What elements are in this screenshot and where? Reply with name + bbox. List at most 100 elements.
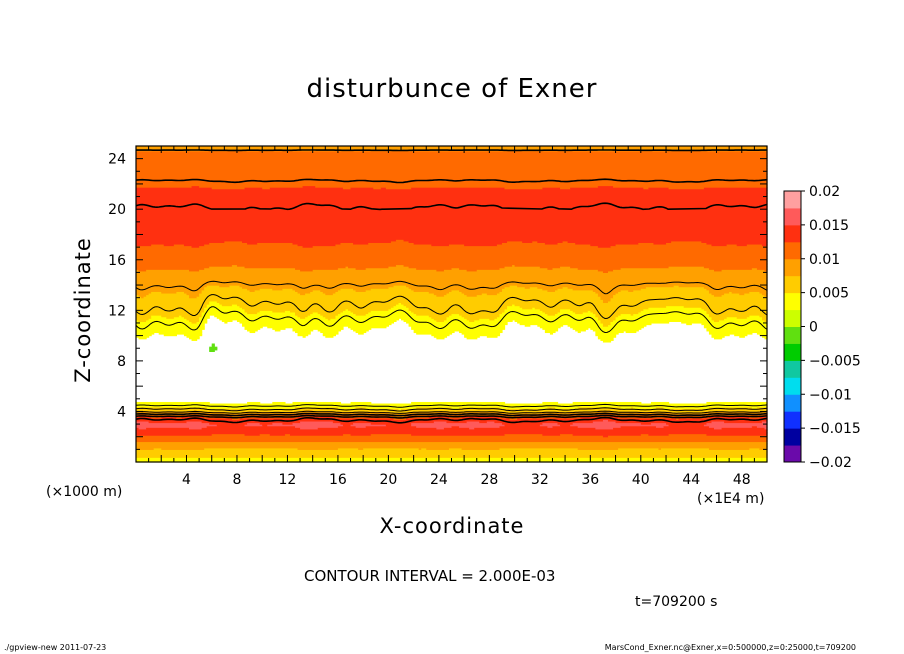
field-cell xyxy=(607,270,768,273)
field-cell xyxy=(595,315,619,318)
field-cell xyxy=(199,294,437,297)
field-cell xyxy=(380,187,387,190)
field-cell xyxy=(610,409,768,413)
field-cell xyxy=(297,315,309,318)
field-cell xyxy=(421,447,427,450)
field-cell xyxy=(136,194,768,198)
field-cell xyxy=(136,166,768,169)
field-cell xyxy=(181,315,203,318)
field-cell xyxy=(534,307,649,310)
field-cell xyxy=(436,294,445,297)
field-cell xyxy=(136,237,768,240)
field-cell xyxy=(595,332,619,335)
field-cell xyxy=(244,327,261,330)
field-cell xyxy=(668,433,708,436)
field-cell xyxy=(244,310,261,313)
field-cell xyxy=(607,300,768,304)
field-cell xyxy=(514,264,768,267)
field-cell xyxy=(136,182,768,185)
field-cell xyxy=(370,288,412,291)
field-cell xyxy=(638,242,655,245)
field-cell xyxy=(411,433,506,436)
field-cell xyxy=(136,281,768,285)
field-cell xyxy=(554,289,594,292)
field-cell xyxy=(499,291,596,294)
colorbar-label: −0.01 xyxy=(809,387,852,403)
field-cell xyxy=(163,334,177,337)
field-cell xyxy=(242,240,392,243)
field-cell xyxy=(136,255,768,258)
field-cell xyxy=(681,321,768,324)
field-cell xyxy=(542,187,561,190)
field-cell xyxy=(136,273,768,277)
field-cell xyxy=(219,318,329,321)
field-cell xyxy=(706,327,768,330)
field-cell xyxy=(496,316,599,319)
field-cell xyxy=(136,218,768,221)
field-cell xyxy=(416,332,453,335)
field-cell xyxy=(322,291,336,294)
field-cell xyxy=(196,321,208,324)
field-cell xyxy=(191,338,198,341)
field-cell xyxy=(136,315,152,318)
field-cell xyxy=(552,425,579,428)
field-cell xyxy=(496,243,591,247)
field-cell xyxy=(628,289,634,292)
field-cell xyxy=(350,433,372,436)
field-cell xyxy=(259,422,273,425)
field-cell xyxy=(136,262,768,266)
field-cell xyxy=(686,322,692,326)
field-cell xyxy=(136,269,140,272)
y-tick-label: 20 xyxy=(108,202,126,218)
field-cell xyxy=(724,420,763,424)
field-cell xyxy=(630,313,634,316)
field-cell xyxy=(512,304,516,307)
field-cell xyxy=(703,187,768,190)
field-cell xyxy=(209,242,248,245)
field-cell xyxy=(289,433,344,436)
field-cell xyxy=(501,288,543,291)
field-cell xyxy=(136,431,768,435)
field-cell xyxy=(504,266,541,269)
field-cell xyxy=(136,316,152,319)
field-cell xyxy=(509,417,518,420)
field-cell xyxy=(136,172,768,176)
field-cell xyxy=(136,220,768,223)
field-cell xyxy=(136,425,208,428)
field-cell xyxy=(451,313,460,316)
field-cell xyxy=(136,307,205,310)
field-cell xyxy=(136,163,768,166)
field-cell xyxy=(464,243,498,247)
contour-line xyxy=(135,280,768,295)
field-cell xyxy=(542,327,559,330)
field-cell xyxy=(340,288,354,291)
field-cell xyxy=(355,313,367,316)
field-cell xyxy=(173,316,185,319)
field-cell xyxy=(370,433,412,436)
field-cell xyxy=(461,416,501,419)
field-cell xyxy=(597,318,617,321)
x-tick-label: 40 xyxy=(632,472,650,488)
field-cell xyxy=(446,316,465,319)
field-cell xyxy=(560,424,571,427)
field-cell xyxy=(408,308,506,311)
field-cell xyxy=(476,294,599,297)
field-cell xyxy=(136,322,205,326)
field-cell xyxy=(615,316,713,319)
field-cell xyxy=(660,447,710,450)
field-cell xyxy=(136,329,203,332)
colorbar: 0.02 0.015 0.01 0.005 0 −0.005 −0.01 −0.015 −0.0… xyxy=(783,184,861,471)
field-cell xyxy=(191,321,198,324)
field-cell xyxy=(575,311,584,315)
field-cell xyxy=(736,243,748,247)
time-label: t=709200 s xyxy=(635,594,718,610)
field-cell xyxy=(136,153,768,157)
field-cell xyxy=(547,313,556,316)
field-cell xyxy=(300,420,334,424)
field-cell xyxy=(239,285,395,288)
field-cell xyxy=(761,318,768,321)
field-cell xyxy=(663,406,710,409)
field-cell xyxy=(411,424,506,427)
field-cell xyxy=(199,269,301,272)
field-cell xyxy=(401,318,435,321)
